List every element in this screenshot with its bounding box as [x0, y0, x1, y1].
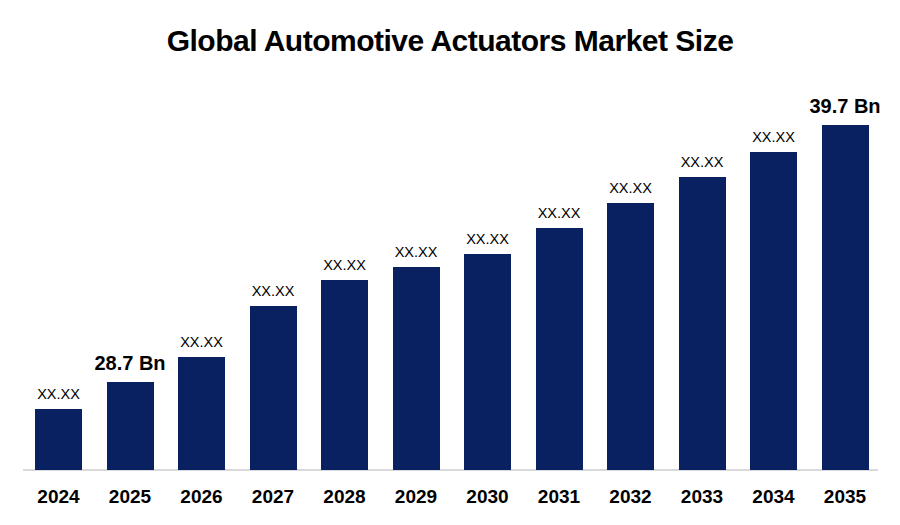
bar-2034 — [750, 152, 797, 470]
bar-2028 — [321, 280, 368, 470]
plot-area: XX.XX202428.7 Bn2025XX.XX2026XX.XX2027XX… — [0, 0, 900, 525]
bar-2030 — [464, 254, 511, 470]
bar-value-label-2030: XX.XX — [433, 231, 543, 247]
bar-chart: Global Automotive Actuators Market Size … — [0, 0, 900, 525]
bar-2027 — [250, 306, 297, 470]
bar-value-label-2027: XX.XX — [218, 283, 328, 299]
bar-value-label-2026: XX.XX — [147, 334, 257, 350]
bar-2026 — [178, 357, 225, 470]
bar-2033 — [679, 177, 726, 470]
bar-2024 — [35, 409, 82, 470]
bar-2029 — [393, 267, 440, 470]
bar-value-label-2033: XX.XX — [647, 154, 757, 170]
bar-value-label-2031: XX.XX — [504, 205, 614, 221]
bar-value-label-2024: XX.XX — [4, 386, 114, 402]
bar-2035 — [822, 125, 869, 470]
x-tick-2035: 2035 — [800, 486, 890, 508]
bar-value-label-2032: XX.XX — [576, 180, 686, 196]
bar-2032 — [607, 203, 654, 470]
bar-value-label-2025: 28.7 Bn — [75, 352, 185, 375]
bar-2031 — [536, 228, 583, 470]
bar-value-label-2035: 39.7 Bn — [790, 95, 900, 118]
bar-2025 — [107, 382, 154, 470]
bar-value-label-2034: XX.XX — [719, 129, 829, 145]
